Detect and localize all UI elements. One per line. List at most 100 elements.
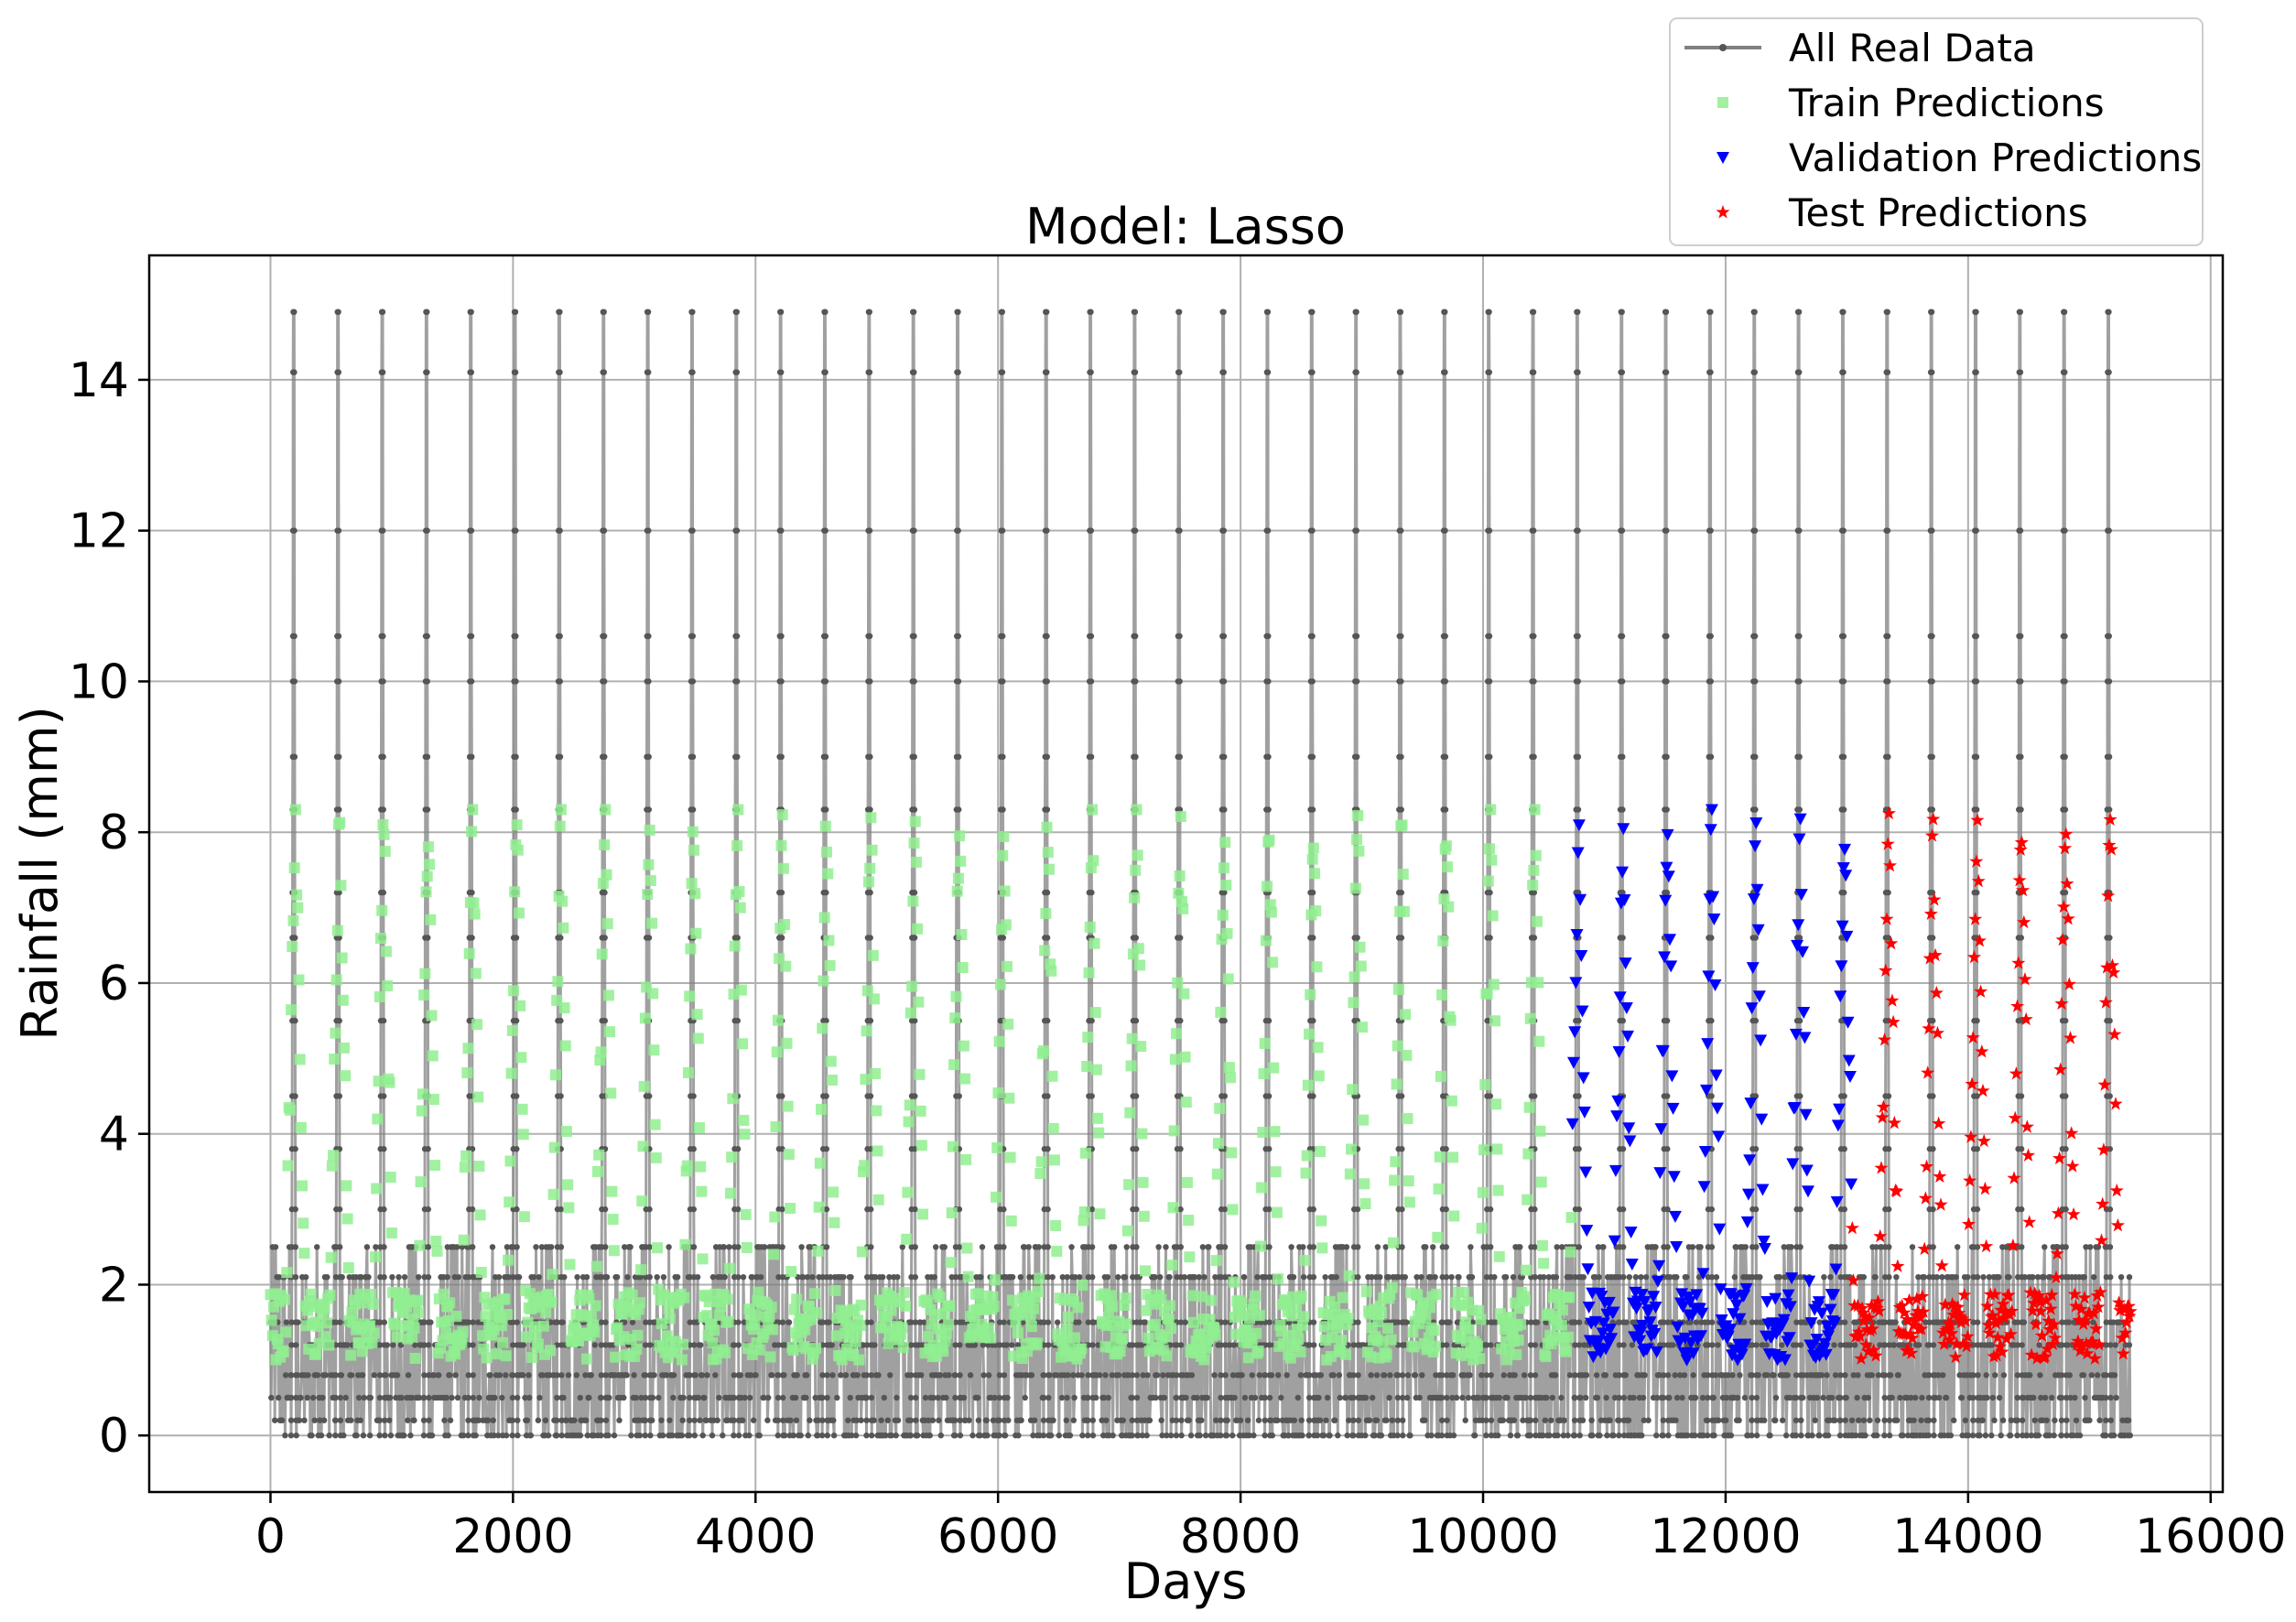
train-prediction-point — [294, 1054, 306, 1065]
train-prediction-point — [818, 912, 830, 924]
train-prediction-point — [651, 1242, 663, 1254]
real-data-point — [644, 308, 652, 315]
train-prediction-point — [991, 1141, 1003, 1153]
real-data-point — [1929, 369, 1935, 375]
train-prediction-point — [548, 1141, 560, 1153]
train-prediction-point — [734, 902, 746, 914]
train-prediction-point — [992, 1087, 1004, 1099]
real-data-point — [424, 633, 430, 640]
real-data-point — [293, 1342, 299, 1348]
real-data-point — [428, 1433, 436, 1439]
real-data-point — [563, 1417, 569, 1423]
real-data-point — [957, 1342, 963, 1348]
real-data-point — [1397, 308, 1404, 315]
train-prediction-point — [808, 1288, 820, 1300]
real-data-point — [868, 1372, 874, 1379]
real-data-point — [633, 1394, 640, 1401]
real-data-point — [1001, 1206, 1007, 1213]
train-prediction-point — [1174, 870, 1186, 881]
train-prediction-point — [819, 820, 831, 832]
train-prediction-point — [948, 1059, 960, 1071]
real-data-point — [598, 1417, 604, 1423]
real-data-point — [443, 1394, 450, 1401]
real-data-point — [499, 1394, 505, 1401]
real-data-point — [1486, 308, 1492, 315]
real-data-point — [1188, 1372, 1196, 1379]
real-data-point — [1221, 1206, 1229, 1213]
real-data-point — [1040, 1417, 1047, 1423]
real-data-point — [1181, 1274, 1188, 1281]
real-data-point — [1132, 308, 1139, 315]
real-data-point — [1487, 935, 1493, 941]
train-prediction-point — [1072, 1302, 1084, 1314]
real-data-point — [505, 1274, 512, 1281]
real-data-point — [426, 1342, 432, 1348]
real-data-point — [1158, 1417, 1164, 1423]
real-data-point — [1707, 753, 1715, 760]
real-data-point — [1327, 1433, 1333, 1439]
real-data-point — [2014, 1417, 2020, 1423]
real-data-point — [1035, 1244, 1043, 1250]
train-prediction-point — [783, 1149, 795, 1161]
train-prediction-point — [913, 996, 925, 1008]
real-data-point — [513, 633, 519, 640]
real-data-point — [1626, 1274, 1633, 1281]
real-data-point — [514, 1319, 520, 1325]
real-data-point — [1202, 1433, 1209, 1439]
real-data-point — [2062, 633, 2068, 640]
real-data-point — [318, 1433, 325, 1439]
real-data-point — [2037, 1372, 2043, 1379]
real-data-point — [1715, 1342, 1721, 1348]
train-prediction-point — [1134, 959, 1146, 971]
real-data-point — [774, 1433, 781, 1439]
real-data-point — [1089, 1433, 1097, 1439]
real-data-point — [819, 1394, 826, 1401]
real-data-point — [1531, 527, 1537, 534]
real-data-point — [1780, 1417, 1786, 1423]
train-prediction-point — [329, 1054, 341, 1065]
train-prediction-point — [902, 1186, 914, 1198]
real-data-point — [513, 1017, 520, 1024]
real-data-point — [2087, 1244, 2094, 1250]
real-data-point — [557, 753, 564, 760]
train-prediction-point — [782, 1100, 794, 1112]
train-prediction-point — [1048, 1154, 1060, 1166]
real-data-point — [1708, 1093, 1715, 1099]
real-data-point — [1014, 1342, 1021, 1348]
real-data-point — [1684, 1274, 1690, 1281]
train-prediction-point — [429, 1160, 441, 1172]
real-data-point — [689, 527, 696, 534]
train-prediction-point — [635, 1264, 647, 1276]
real-data-point — [1953, 1274, 1959, 1281]
real-data-point — [1528, 1319, 1534, 1325]
train-prediction-point — [265, 1314, 277, 1326]
real-data-point — [2073, 1417, 2080, 1423]
real-data-point — [1266, 1319, 1273, 1325]
train-prediction-point — [1169, 1054, 1181, 1065]
train-prediction-point — [915, 1140, 927, 1152]
real-data-point — [1220, 308, 1227, 315]
real-data-point — [1177, 1244, 1185, 1250]
train-prediction-point — [994, 979, 1006, 990]
real-data-point — [1132, 1093, 1140, 1099]
train-prediction-point — [320, 1317, 332, 1329]
real-data-point — [2062, 527, 2068, 534]
real-data-point — [530, 1274, 537, 1281]
real-data-point — [1044, 935, 1051, 941]
real-data-point — [1571, 1417, 1578, 1423]
real-data-point — [1707, 527, 1714, 534]
train-prediction-point — [417, 1088, 428, 1100]
real-data-point — [1085, 1394, 1091, 1401]
real-data-point — [1737, 1372, 1743, 1379]
real-data-point — [926, 1433, 933, 1439]
real-data-point — [884, 1417, 891, 1423]
train-prediction-point — [825, 1055, 837, 1067]
real-data-point — [1268, 1372, 1275, 1379]
real-data-point — [1000, 753, 1006, 760]
real-data-point — [2017, 527, 2024, 534]
train-prediction-point — [1265, 906, 1277, 918]
real-data-point — [1430, 1244, 1436, 1250]
real-data-point — [1275, 1372, 1282, 1379]
real-data-point — [1157, 1274, 1164, 1281]
real-data-point — [1764, 1372, 1771, 1379]
